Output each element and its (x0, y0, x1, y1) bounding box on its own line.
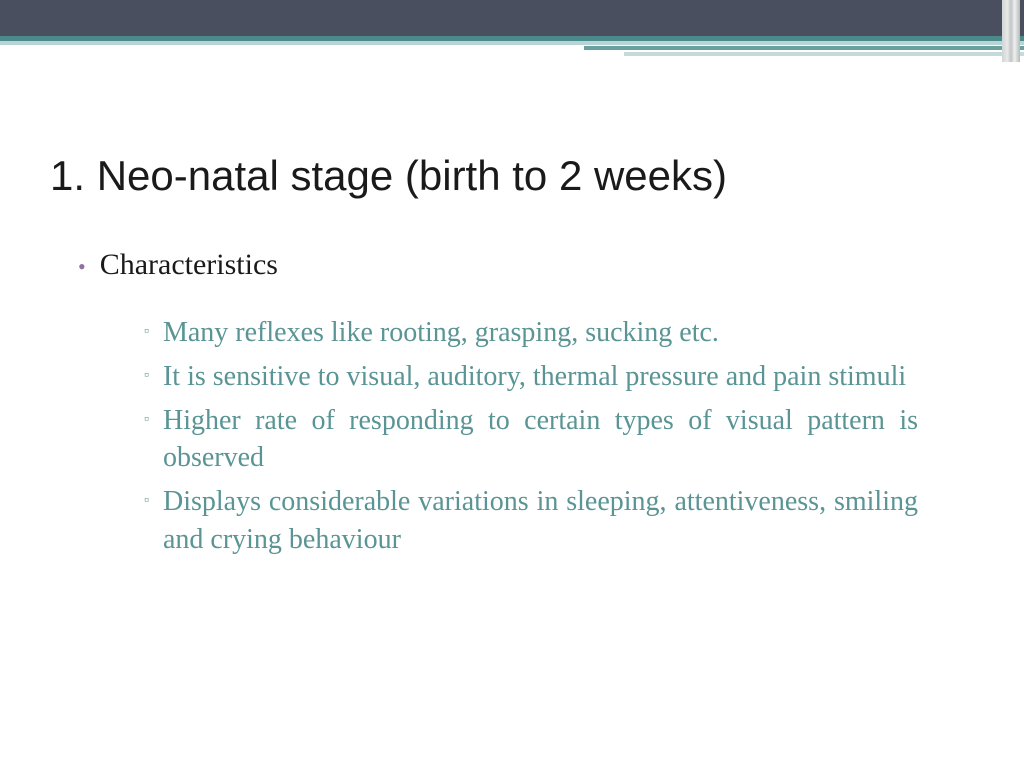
slide-title: 1. Neo-natal stage (birth to 2 weeks) (50, 152, 974, 200)
sub-bullet-item: ▫ Many reflexes like rooting, grasping, … (144, 314, 918, 352)
sub-bullet-text: Higher rate of responding to certain typ… (163, 402, 918, 478)
sub-bullet-marker-icon: ▫ (144, 493, 149, 509)
sub-bullet-item: ▫ It is sensitive to visual, auditory, t… (144, 358, 918, 396)
main-bullet-text: Characteristics (100, 248, 278, 282)
sub-bullet-item: ▫ Displays considerable variations in sl… (144, 483, 918, 559)
sub-bullet-list: ▫ Many reflexes like rooting, grasping, … (144, 314, 918, 559)
right-edge-decoration (1002, 0, 1020, 62)
sub-bullet-marker-icon: ▫ (144, 368, 149, 384)
top-bar (0, 0, 1024, 36)
accent-lines (0, 36, 1024, 62)
sub-bullet-item: ▫ Higher rate of responding to certain t… (144, 402, 918, 478)
main-bullet: • Characteristics (78, 248, 974, 282)
sub-bullet-marker-icon: ▫ (144, 324, 149, 340)
slide-content: 1. Neo-natal stage (birth to 2 weeks) • … (0, 62, 1024, 559)
bullet-marker-icon: • (78, 256, 86, 278)
sub-bullet-text: Many reflexes like rooting, grasping, su… (163, 314, 719, 352)
sub-bullet-text: It is sensitive to visual, auditory, the… (163, 358, 906, 396)
sub-bullet-marker-icon: ▫ (144, 412, 149, 428)
accent-line-4 (624, 52, 1024, 56)
sub-bullet-text: Displays considerable variations in slee… (163, 483, 918, 559)
accent-line-3 (584, 46, 1024, 50)
accent-line-2 (0, 41, 1024, 45)
